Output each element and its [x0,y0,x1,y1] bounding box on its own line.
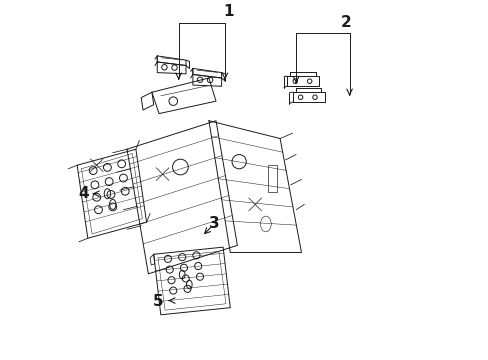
Text: 3: 3 [208,216,219,231]
Text: 5: 5 [153,294,163,309]
Text: 1: 1 [223,4,233,19]
Text: 2: 2 [340,15,351,30]
Text: 4: 4 [78,186,89,201]
Bar [267,165,276,192]
